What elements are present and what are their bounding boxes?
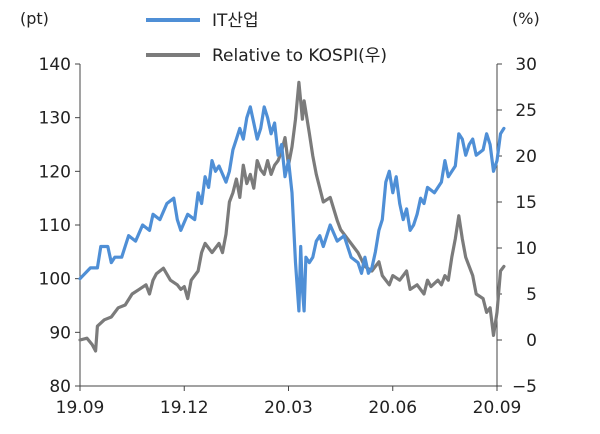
legend-label-relative-to-kospi: Relative to KOSPI(우) bbox=[212, 46, 387, 66]
x-axis-tick-label: 20.03 bbox=[264, 398, 313, 418]
left-axis-tick-label: 80 bbox=[49, 377, 71, 397]
x-axis-tick-label: 20.09 bbox=[473, 398, 522, 418]
left-axis-unit: (pt) bbox=[20, 9, 49, 28]
right-axis-tick-label: 10 bbox=[515, 239, 537, 259]
legend-label-it-industry: IT산업 bbox=[212, 11, 259, 31]
left-axis-tick-label: 110 bbox=[39, 216, 71, 236]
right-axis-tick-label: 30 bbox=[515, 55, 537, 75]
series-line-it-industry bbox=[78, 105, 506, 313]
x-axis-tick-label: 19.12 bbox=[160, 398, 209, 418]
right-axis-tick-label: 0 bbox=[526, 331, 537, 351]
right-axis-tick-label: 15 bbox=[515, 193, 537, 213]
left-axis-tick-label: 120 bbox=[39, 162, 71, 182]
x-axis-tick-label: 20.06 bbox=[368, 398, 417, 418]
x-axis-tick-label: 19.09 bbox=[56, 398, 105, 418]
series bbox=[78, 80, 506, 353]
right-axis-unit: (%) bbox=[512, 9, 540, 28]
right-axis-tick-label: 25 bbox=[515, 101, 537, 121]
axes: 140 130 120 110 100 90 80 30 25 20 15 10 5 0 −5 19.09 19… bbox=[39, 55, 537, 418]
right-axis-tick-label: −5 bbox=[512, 377, 537, 397]
legend: IT산업 Relative to KOSPI(우) bbox=[146, 11, 387, 66]
left-axis-tick-label: 140 bbox=[39, 55, 71, 75]
right-axis-tick-label: 5 bbox=[526, 285, 537, 305]
right-axis-tick-label: 20 bbox=[515, 147, 537, 167]
left-axis-tick-label: 90 bbox=[49, 323, 71, 343]
left-axis-tick-label: 100 bbox=[39, 270, 71, 290]
left-axis-tick-label: 130 bbox=[39, 109, 71, 129]
